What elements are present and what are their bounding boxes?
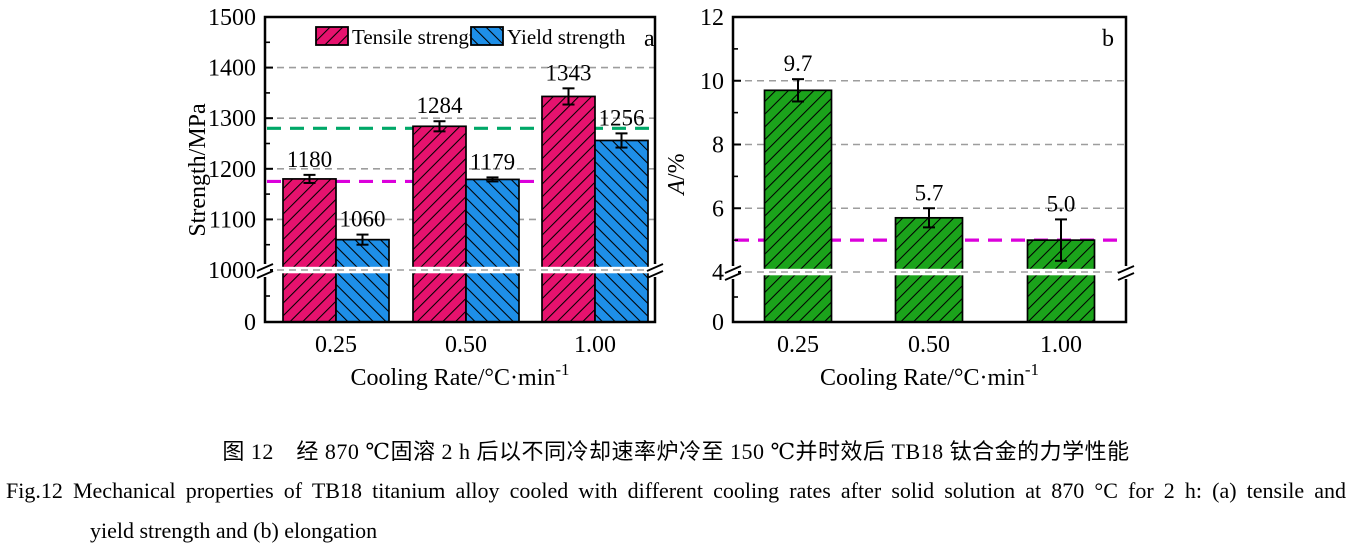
- y-tick-label: 8: [712, 133, 724, 159]
- value-label: 1180: [287, 147, 332, 172]
- axis-title-x-sup: -1: [555, 360, 569, 379]
- value-label: 5.0: [1047, 191, 1076, 216]
- y-tick-label: 6: [712, 196, 724, 222]
- axis-title-y: A/%: [664, 153, 690, 196]
- bar: [335, 238, 390, 323]
- axis-break-mark: [256, 270, 274, 279]
- caption-english-line2: yield strength and (b) elongation: [90, 518, 378, 543]
- value-label: 9.7: [784, 51, 813, 76]
- bar: [594, 139, 649, 323]
- panel-label: b: [1102, 26, 1114, 52]
- y-tick-label: 1500: [208, 5, 256, 31]
- x-tick-label: 0.50: [445, 332, 487, 358]
- axis-break-gap: [1121, 266, 1131, 279]
- y-tick-label: 1300: [208, 106, 256, 132]
- axis-title-x-text: Cooling Rate/°C·min: [820, 365, 1025, 391]
- value-label: 1060: [340, 207, 386, 232]
- bar: [541, 95, 596, 323]
- axis-break-mark: [256, 263, 274, 272]
- axis-break-mark: [646, 263, 664, 272]
- axis-break-mark: [724, 272, 742, 281]
- bar: [412, 125, 467, 323]
- bar: [282, 178, 337, 323]
- x-tick-label: 0.50: [908, 332, 950, 358]
- axis-title-x-sup: -1: [1025, 360, 1039, 379]
- y-tick-label: 1400: [208, 56, 256, 82]
- axis-break-mark: [1117, 265, 1135, 274]
- y-tick-label: 1200: [208, 157, 256, 183]
- axis-break-gap: [260, 264, 270, 277]
- x-tick-label: 0.25: [315, 332, 357, 358]
- panel-label: a: [644, 26, 655, 52]
- axis-break-mark: [1117, 272, 1135, 281]
- axis-break-gap: [650, 264, 660, 277]
- x-tick-label: 1.00: [574, 332, 616, 358]
- y-tick-label: 10: [700, 69, 724, 95]
- y-tick-label: 0: [712, 310, 724, 336]
- axis-title-x: Cooling Rate/°C·min-1: [350, 360, 569, 391]
- chart-panel-a: 1180 1284 1343 1060 1179 1256 0 1000 1100 1200 130…: [185, 5, 664, 391]
- axis-break-mark: [724, 265, 742, 274]
- y-tick-label: 0: [244, 310, 256, 336]
- value-label: 1343: [546, 60, 592, 85]
- axis-title-x: Cooling Rate/°C·min-1: [820, 360, 1039, 391]
- caption-chinese: 图 12 经 870 ℃固溶 2 h 后以不同冷却速率炉冷至 150 ℃并时效后…: [222, 439, 1130, 464]
- value-label: 5.7: [915, 180, 944, 205]
- axis-break-gap: [728, 266, 738, 279]
- legend-label: Yield strength: [507, 25, 626, 49]
- x-tick-label: 0.25: [777, 332, 819, 358]
- bar: [465, 178, 520, 323]
- x-tick-label: 1.00: [1040, 332, 1082, 358]
- y-tick-label: 12: [700, 5, 724, 31]
- charts-canvas: 1180128413431060117912560100011001200130…: [185, 5, 1135, 391]
- axis-frame: [731, 15, 1128, 324]
- legend-swatch: [315, 26, 349, 46]
- value-label: 1284: [417, 93, 464, 118]
- caption-english-line1: Fig.12 Mechanical properties of TB18 tit…: [6, 478, 1346, 503]
- y-tick-label: 4: [712, 260, 724, 286]
- value-label: 1256: [599, 105, 645, 130]
- axis-title-x-text: Cooling Rate/°C·min: [350, 365, 555, 391]
- legend-swatch: [470, 26, 504, 46]
- y-tick-label: 1100: [209, 207, 256, 233]
- value-label: 1179: [470, 149, 515, 174]
- axis-title-y: Strength/MPa: [185, 103, 211, 237]
- bar: [763, 89, 833, 323]
- legend-label: Tensile strength: [352, 25, 486, 49]
- axis-title-y-rest: /%: [664, 153, 690, 180]
- axis-title-y-italic: A: [664, 180, 690, 197]
- axis-break-mark: [646, 270, 664, 279]
- y-tick-label: 1000: [208, 258, 256, 284]
